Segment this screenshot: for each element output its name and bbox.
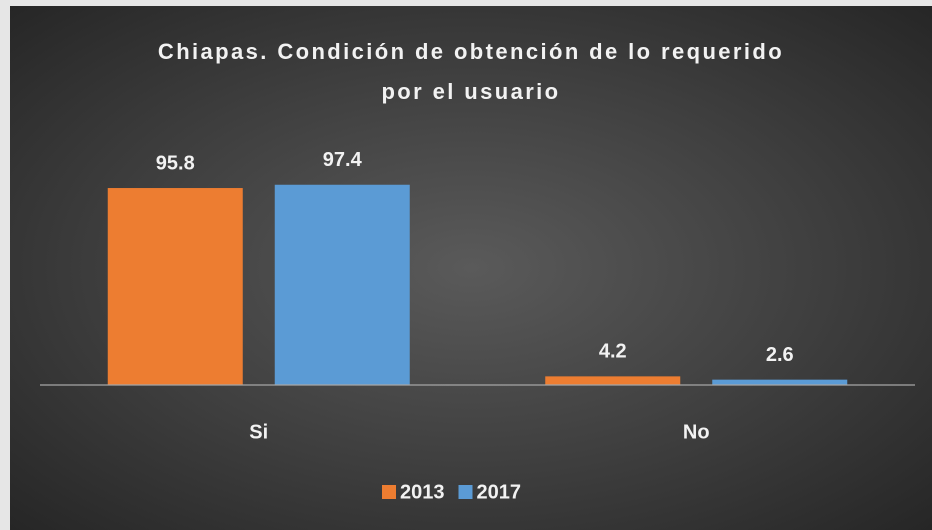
- legend-swatch: [382, 485, 396, 499]
- legend-swatch: [458, 485, 473, 499]
- chart-title: Chiapas. Condición de obtención de lo re…: [157, 39, 785, 104]
- chart: Si 95.8 97.4 No 4.2 2.6 2013 2017: [40, 149, 915, 503]
- x-tick-label: Si: [249, 421, 268, 443]
- x-tick-label: No: [683, 421, 710, 443]
- bar: [545, 376, 681, 385]
- bar: [274, 184, 410, 385]
- bar: [712, 379, 848, 385]
- data-label: 97.4: [323, 149, 363, 171]
- legend-label: 2013: [400, 481, 445, 503]
- data-label: 95.8: [156, 152, 195, 174]
- chart-area: Chiapas. Condición de obtención de lo re…: [10, 6, 932, 530]
- bar: [107, 188, 243, 385]
- legend-label: 2017: [477, 481, 522, 503]
- data-label: 4.2: [599, 341, 627, 363]
- data-label: 2.6: [766, 344, 794, 366]
